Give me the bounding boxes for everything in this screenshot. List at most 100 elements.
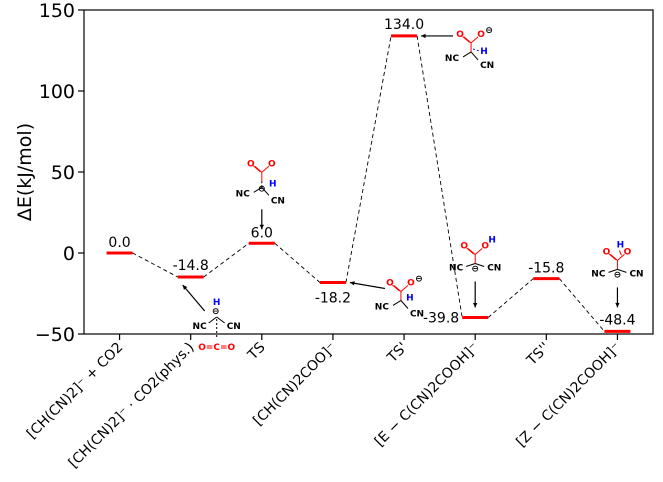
bond bbox=[400, 285, 409, 292]
bond bbox=[254, 165, 263, 173]
bond bbox=[466, 247, 475, 255]
data-label: -15.8 bbox=[528, 261, 564, 277]
bond bbox=[261, 186, 270, 196]
energy-levels bbox=[106, 34, 631, 333]
bond bbox=[253, 186, 263, 193]
bond bbox=[472, 48, 480, 52]
y-tick-label: 50 bbox=[51, 162, 75, 184]
y-tick-label: 150 bbox=[39, 0, 75, 22]
bond bbox=[462, 51, 472, 58]
x-tick-label: TS' bbox=[384, 340, 411, 367]
pointer-arrow-line bbox=[182, 284, 206, 312]
data-label: -18.2 bbox=[315, 290, 351, 306]
x-tick-label: [CH(CN)2]⁻ · CO2(phys.) bbox=[66, 340, 198, 472]
x-tick-label: TS bbox=[244, 339, 268, 363]
connector-line bbox=[203, 242, 250, 278]
nitrile-group: NC bbox=[449, 263, 464, 273]
structure-z-isomer: HO O NC CN ⊖ bbox=[591, 240, 644, 308]
hydrogen-atom: H bbox=[213, 298, 221, 308]
data-label: 134.0 bbox=[384, 17, 424, 33]
connectors bbox=[132, 35, 605, 332]
nitrile-group: NC bbox=[236, 189, 251, 199]
hydrogen-atom: H bbox=[480, 47, 488, 57]
oxygen-atom: O bbox=[603, 247, 611, 257]
bond bbox=[608, 268, 618, 273]
axes: −50 0 50 100 150 ΔE(kJ/mol) bbox=[14, 0, 654, 346]
nitrile-group: CN bbox=[227, 322, 241, 332]
structure-ts: O O NC CN H⊖ bbox=[236, 159, 285, 230]
connector-line bbox=[274, 242, 321, 283]
oxygen-atom: O bbox=[407, 278, 415, 288]
oxygen-atom: O bbox=[456, 30, 464, 40]
pointer-arrow-head bbox=[182, 284, 188, 290]
pointer-arrow-head bbox=[615, 302, 620, 308]
pointer-arrow-line bbox=[349, 281, 386, 290]
data-label: 6.0 bbox=[251, 225, 273, 241]
category-labels: [CH(CN)2]⁻ + CO2[CH(CN)2]⁻ · CO2(phys.) T… bbox=[24, 339, 624, 471]
bond bbox=[617, 254, 625, 261]
nitrile-group: CN bbox=[271, 196, 285, 206]
hydrogen-atom: H bbox=[488, 235, 496, 245]
y-tick-label: −50 bbox=[35, 324, 75, 346]
y-tick-label: 100 bbox=[39, 81, 75, 103]
bond bbox=[617, 268, 627, 273]
nitrile-group: NC bbox=[193, 322, 208, 332]
bond bbox=[467, 248, 476, 255]
bond bbox=[393, 285, 402, 292]
charge-sign: ⊖ bbox=[485, 26, 493, 36]
nitrile-group: NC bbox=[445, 54, 460, 64]
charge-sign: ⊖ bbox=[415, 274, 423, 284]
bond bbox=[462, 36, 470, 43]
bond bbox=[610, 254, 618, 261]
oxygen-atom: O bbox=[477, 30, 485, 40]
bond bbox=[470, 36, 479, 44]
charge-sign: ⊖ bbox=[258, 184, 266, 194]
bond bbox=[392, 284, 400, 292]
nitrile-group: NC bbox=[591, 269, 606, 279]
bond bbox=[470, 51, 479, 61]
bond bbox=[608, 253, 617, 261]
hydrogen-atom: H bbox=[617, 240, 625, 250]
oxygen-atom: O bbox=[460, 241, 468, 251]
charge-sign: ⊖ bbox=[614, 270, 622, 280]
data-label: -14.8 bbox=[173, 258, 209, 274]
bond bbox=[463, 36, 472, 44]
pointer-arrow-head bbox=[349, 281, 355, 286]
data-label: -48.4 bbox=[599, 312, 635, 328]
oxygen-atom: O bbox=[386, 278, 394, 288]
pointer-arrow-head bbox=[473, 302, 478, 308]
connector-line bbox=[487, 278, 534, 318]
bond bbox=[208, 316, 217, 324]
co2-molecule: O=C=O bbox=[198, 343, 235, 353]
pointer-arrow-head bbox=[259, 224, 264, 230]
nitrile-group: NC bbox=[375, 302, 390, 312]
x-tick-label: TS'' bbox=[523, 340, 553, 370]
data-label: 0.0 bbox=[108, 235, 130, 251]
bond bbox=[466, 263, 476, 267]
y-tick-label: 0 bbox=[63, 243, 75, 265]
connector-line bbox=[345, 35, 392, 283]
nitrile-group: CN bbox=[629, 269, 643, 279]
connector-line bbox=[132, 252, 178, 278]
oxygen-atom: O bbox=[268, 159, 276, 169]
connector-line bbox=[416, 35, 463, 318]
bond bbox=[392, 300, 402, 306]
nitrile-group: CN bbox=[410, 309, 424, 319]
bond bbox=[474, 248, 483, 255]
bond bbox=[475, 263, 485, 267]
y-axis-label: ΔE(kJ/mol) bbox=[14, 123, 36, 221]
charge-sign: ⊖ bbox=[212, 307, 220, 317]
bond bbox=[261, 165, 270, 173]
oxygen-atom: O bbox=[247, 159, 255, 169]
hydrogen-atom: H bbox=[269, 179, 277, 189]
hydrogen-atom: H bbox=[406, 293, 414, 303]
oxygen-atom: O bbox=[481, 241, 489, 251]
bond bbox=[618, 250, 622, 256]
nitrile-group: CN bbox=[487, 263, 501, 273]
nitrile-group: CN bbox=[480, 61, 494, 71]
